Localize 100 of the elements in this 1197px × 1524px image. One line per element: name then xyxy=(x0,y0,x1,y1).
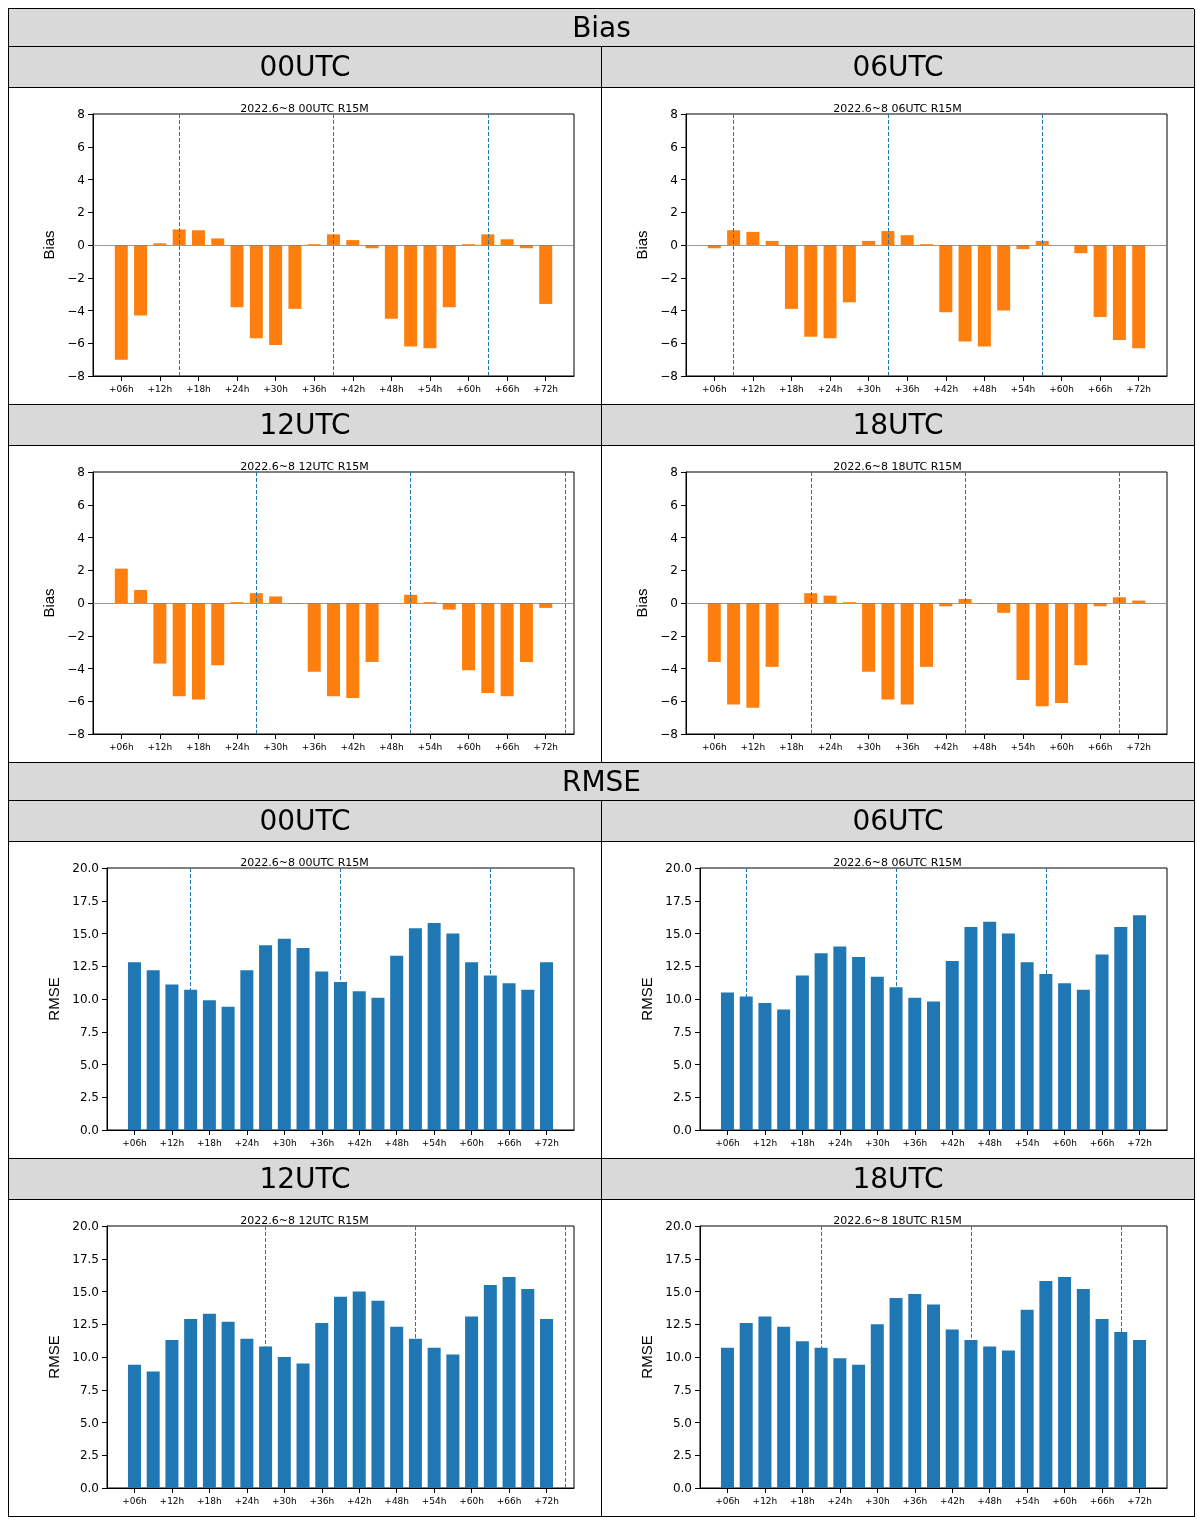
y-tick-label: 10.0 xyxy=(72,992,99,1006)
x-tick-label: +60h xyxy=(1049,741,1074,752)
y-tick-label: −6 xyxy=(660,694,678,709)
y-tick-label: 15.0 xyxy=(72,926,99,941)
x-tick-label: +54h xyxy=(417,383,443,394)
x-tick-label: +18h xyxy=(186,741,211,752)
x-tick-label: +24h xyxy=(817,741,843,752)
x-tick-label: +48h xyxy=(379,741,404,752)
y-tick-label: 20.0 xyxy=(72,861,99,875)
y-tick-label: 0 xyxy=(77,238,85,252)
x-tick-label: +48h xyxy=(379,383,404,394)
x-tick-label: +06h xyxy=(122,1137,147,1148)
x-tick-label: +72h xyxy=(533,383,559,394)
x-tick-label: +24h xyxy=(817,383,843,394)
y-axis-title: Bias xyxy=(40,230,58,260)
y-tick-label: 10.0 xyxy=(665,1350,692,1364)
x-tick-label: +66h xyxy=(1087,741,1113,752)
y-tick-label: 17.5 xyxy=(72,893,99,908)
x-tick-label: +12h xyxy=(147,383,173,394)
x-tick-label: +36h xyxy=(902,1137,928,1148)
x-tick-label: +24h xyxy=(827,1495,853,1506)
text: 06UTC xyxy=(602,801,1194,842)
text: RMSE xyxy=(9,763,1195,801)
text: 06UTC xyxy=(602,47,1194,88)
x-tick-label: +18h xyxy=(186,383,211,394)
x-tick-label: +06h xyxy=(715,1137,740,1148)
y-tick-label: 15.0 xyxy=(72,1284,99,1299)
y-tick-label: −8 xyxy=(660,727,678,741)
text: 12UTC xyxy=(9,405,601,446)
y-tick-label: −6 xyxy=(67,694,85,709)
y-tick-label: −4 xyxy=(67,303,85,318)
y-tick-label: 17.5 xyxy=(665,893,692,908)
y-tick-label: 15.0 xyxy=(665,1284,692,1299)
x-tick-label: +48h xyxy=(384,1495,410,1506)
x-tick-label: +66h xyxy=(496,1495,522,1506)
y-tick-label: 4 xyxy=(670,530,678,545)
y-tick-label: 8 xyxy=(77,465,85,479)
chart-title: 2022.6~8 18UTC R15M xyxy=(833,460,962,473)
x-tick-label: +36h xyxy=(309,1495,335,1506)
x-tick-label: +54h xyxy=(1014,1137,1040,1148)
y-tick-label: 0 xyxy=(670,238,678,252)
x-tick-label: +36h xyxy=(309,1137,335,1148)
y-axis-title: RMSE xyxy=(638,1335,656,1379)
y-tick-label: 6 xyxy=(77,139,85,154)
x-tick-label: +60h xyxy=(459,1137,484,1148)
x-tick-label: +72h xyxy=(1127,1137,1152,1148)
y-tick-label: −4 xyxy=(660,661,678,676)
y-tick-label: 6 xyxy=(670,497,678,512)
y-tick-label: 5.0 xyxy=(672,1415,692,1430)
x-tick-label: +54h xyxy=(1010,741,1036,752)
y-tick-label: 4 xyxy=(77,172,85,187)
x-tick-label: +60h xyxy=(1052,1495,1077,1506)
text: 18UTC xyxy=(602,405,1194,446)
y-tick-label: −6 xyxy=(67,336,85,351)
x-tick-label: +30h xyxy=(856,383,881,394)
x-tick-label: +54h xyxy=(1014,1495,1040,1506)
x-tick-label: +06h xyxy=(108,741,134,752)
y-tick-label: 2 xyxy=(77,205,85,220)
x-tick-label: +42h xyxy=(939,1495,965,1506)
y-tick-label: 7.5 xyxy=(672,1382,692,1397)
y-tick-label: 2.5 xyxy=(672,1448,692,1463)
text: 12UTC xyxy=(9,1159,601,1200)
y-tick-label: 0.0 xyxy=(79,1123,99,1137)
y-tick-label: 0.0 xyxy=(672,1123,692,1137)
y-axis-title: Bias xyxy=(633,588,651,618)
x-tick-label: +12h xyxy=(159,1137,185,1148)
chart-title: 2022.6~8 18UTC R15M xyxy=(833,1214,962,1227)
x-tick-label: +72h xyxy=(1127,1495,1152,1506)
x-tick-label: +72h xyxy=(534,1137,559,1148)
y-tick-label: 15.0 xyxy=(665,926,692,941)
y-tick-label: 7.5 xyxy=(79,1024,99,1039)
x-tick-label: +18h xyxy=(197,1137,222,1148)
x-tick-label: +18h xyxy=(197,1495,222,1506)
x-tick-label: +12h xyxy=(752,1137,778,1148)
x-tick-label: +66h xyxy=(1089,1137,1115,1148)
x-tick-label: +36h xyxy=(902,1495,928,1506)
x-tick-label: +18h xyxy=(790,1495,815,1506)
x-tick-label: +72h xyxy=(1126,741,1152,752)
y-tick-label: 10.0 xyxy=(665,992,692,1006)
y-tick-label: −8 xyxy=(67,369,85,383)
chart-title: 2022.6~8 12UTC R15M xyxy=(240,1214,369,1227)
x-tick-label: +66h xyxy=(1087,383,1113,394)
y-tick-label: −8 xyxy=(660,369,678,383)
x-tick-label: +54h xyxy=(421,1137,447,1148)
y-tick-label: −2 xyxy=(660,628,678,643)
y-axis-title: Bias xyxy=(633,230,651,260)
y-tick-label: 8 xyxy=(670,107,678,121)
chart-title: 2022.6~8 00UTC R15M xyxy=(240,102,369,115)
x-tick-label: +30h xyxy=(271,1137,297,1148)
x-tick-label: +66h xyxy=(494,741,520,752)
y-tick-label: 20.0 xyxy=(665,1219,692,1233)
x-tick-label: +60h xyxy=(459,1495,484,1506)
y-tick-label: 0.0 xyxy=(672,1481,692,1495)
x-tick-label: +48h xyxy=(972,383,997,394)
x-tick-label: +42h xyxy=(346,1137,372,1148)
x-tick-label: +48h xyxy=(977,1137,1003,1148)
x-tick-label: +42h xyxy=(933,383,959,394)
y-tick-label: 17.5 xyxy=(72,1251,99,1266)
y-tick-label: 7.5 xyxy=(79,1382,99,1397)
y-tick-label: 2 xyxy=(77,563,85,578)
